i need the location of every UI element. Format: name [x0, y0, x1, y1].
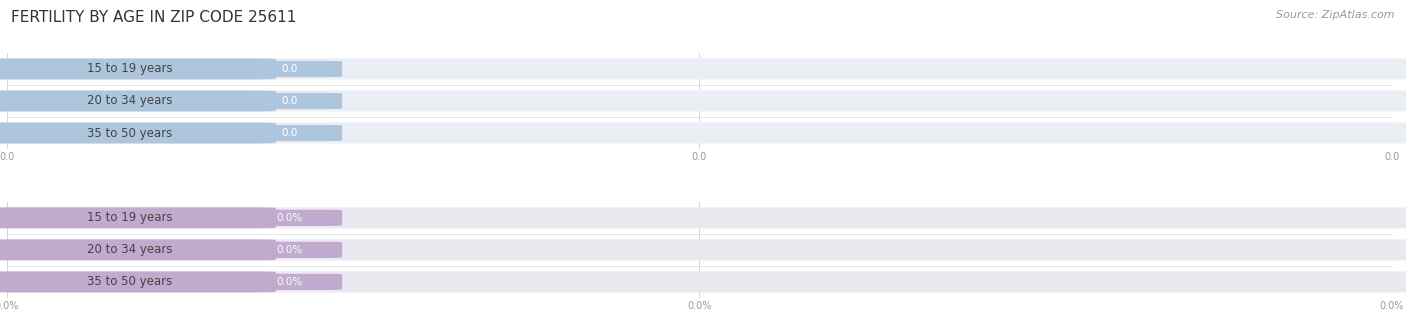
Text: 0.0%: 0.0% [277, 213, 302, 223]
FancyBboxPatch shape [0, 239, 276, 260]
FancyBboxPatch shape [0, 122, 276, 144]
FancyBboxPatch shape [0, 90, 1406, 112]
FancyBboxPatch shape [238, 125, 342, 141]
Text: 15 to 19 years: 15 to 19 years [87, 63, 173, 75]
Text: 0.0%: 0.0% [277, 245, 302, 255]
FancyBboxPatch shape [0, 271, 276, 292]
Text: 20 to 34 years: 20 to 34 years [87, 94, 173, 108]
Text: 20 to 34 years: 20 to 34 years [87, 243, 173, 257]
Text: 0.0: 0.0 [281, 64, 298, 74]
Text: 35 to 50 years: 35 to 50 years [87, 126, 172, 139]
FancyBboxPatch shape [0, 59, 276, 79]
FancyBboxPatch shape [0, 271, 1406, 292]
FancyBboxPatch shape [0, 90, 276, 112]
FancyBboxPatch shape [238, 274, 342, 290]
FancyBboxPatch shape [238, 210, 342, 226]
FancyBboxPatch shape [238, 61, 342, 77]
Text: 0.0%: 0.0% [277, 277, 302, 287]
Text: FERTILITY BY AGE IN ZIP CODE 25611: FERTILITY BY AGE IN ZIP CODE 25611 [11, 10, 297, 25]
FancyBboxPatch shape [0, 207, 276, 228]
FancyBboxPatch shape [0, 59, 1406, 79]
FancyBboxPatch shape [0, 122, 1406, 144]
Text: 0.0: 0.0 [281, 128, 298, 138]
FancyBboxPatch shape [238, 242, 342, 258]
Text: Source: ZipAtlas.com: Source: ZipAtlas.com [1277, 10, 1395, 20]
FancyBboxPatch shape [0, 239, 1406, 260]
Text: 0.0: 0.0 [281, 96, 298, 106]
FancyBboxPatch shape [0, 207, 1406, 228]
Text: 35 to 50 years: 35 to 50 years [87, 275, 172, 288]
FancyBboxPatch shape [238, 93, 342, 109]
Text: 15 to 19 years: 15 to 19 years [87, 212, 173, 224]
